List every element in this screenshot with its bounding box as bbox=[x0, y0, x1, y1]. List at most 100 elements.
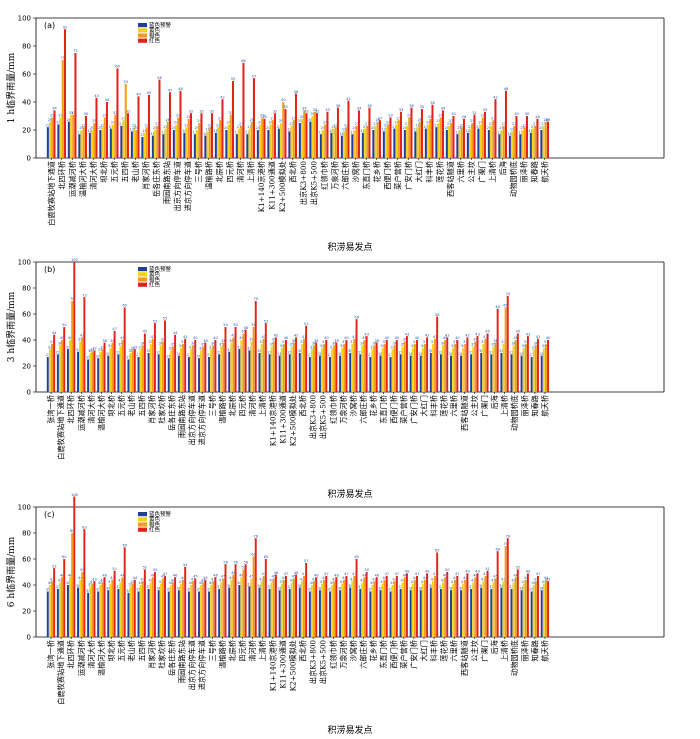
bar-value-label: 43 bbox=[405, 332, 410, 336]
bar-value-label: 35 bbox=[96, 588, 101, 592]
bar bbox=[373, 581, 376, 637]
bar-value-label: 43 bbox=[431, 577, 436, 581]
bar bbox=[311, 116, 314, 158]
bar bbox=[61, 340, 64, 392]
bar-value-label: 42 bbox=[80, 334, 85, 338]
legend-entry: 黄色 bbox=[149, 26, 161, 34]
bar-value-label: 56 bbox=[223, 560, 228, 564]
bar bbox=[153, 323, 156, 392]
bar bbox=[182, 343, 185, 392]
bar-value-label: 36 bbox=[58, 341, 63, 345]
bar-value-label: 43 bbox=[526, 332, 531, 336]
bar bbox=[534, 125, 537, 158]
bar-value-label: 44 bbox=[282, 576, 287, 580]
bar bbox=[294, 93, 297, 158]
bar-value-label: 45 bbox=[485, 330, 490, 334]
bar bbox=[63, 29, 66, 159]
bar bbox=[250, 341, 253, 392]
bar-value-label: 60 bbox=[62, 555, 67, 559]
bar-value-label: 19 bbox=[382, 128, 387, 132]
bar bbox=[230, 342, 233, 392]
bar bbox=[446, 337, 449, 392]
bar bbox=[351, 343, 354, 392]
bar bbox=[410, 107, 413, 158]
bar-value-label: 55 bbox=[231, 77, 236, 81]
bar-value-label: 37 bbox=[50, 340, 55, 344]
bar bbox=[437, 123, 440, 158]
bar-value-label: 31 bbox=[113, 111, 118, 115]
bar bbox=[427, 124, 430, 158]
bar bbox=[309, 121, 312, 158]
x-tick-label: 张湾一桥 bbox=[47, 395, 56, 424]
bar bbox=[482, 343, 485, 392]
bar bbox=[61, 60, 64, 158]
bar bbox=[259, 124, 262, 158]
bar bbox=[371, 585, 374, 637]
bar-value-label: 17 bbox=[319, 130, 324, 134]
x-tick-label: 丽泽桥 bbox=[519, 161, 528, 183]
bar bbox=[379, 590, 382, 637]
bar-value-label: 23 bbox=[373, 122, 378, 126]
bar-value-label: 23 bbox=[289, 122, 294, 126]
bar bbox=[540, 130, 543, 158]
bar bbox=[129, 353, 132, 392]
bar-value-label: 41 bbox=[280, 580, 285, 584]
x-tick-label: K2+500模拟处 bbox=[288, 640, 297, 691]
bar bbox=[113, 330, 116, 392]
bar bbox=[274, 574, 277, 637]
bar bbox=[441, 110, 444, 158]
x-tick-label: 上清桥 bbox=[258, 395, 267, 417]
bar-value-label: 52 bbox=[516, 566, 521, 570]
legend-entry: 蓝色预警 bbox=[149, 510, 172, 518]
x-tick-label: K11+300通道 bbox=[267, 161, 276, 210]
bar bbox=[460, 355, 463, 392]
bar-value-label: 40 bbox=[344, 336, 349, 340]
bar-value-label: 32 bbox=[304, 109, 309, 113]
bar-value-label: 40 bbox=[105, 98, 110, 102]
bar bbox=[484, 575, 487, 637]
bar-value-label: 22 bbox=[184, 123, 189, 127]
x-tick-label: 老山桥 bbox=[127, 395, 136, 417]
bar-value-label: 44 bbox=[413, 576, 418, 580]
bar bbox=[464, 579, 467, 637]
bar bbox=[510, 354, 513, 392]
bar bbox=[151, 577, 154, 637]
bar bbox=[414, 131, 417, 158]
bar-value-label: 31 bbox=[76, 348, 81, 352]
bar bbox=[481, 117, 484, 158]
bar-value-label: 47 bbox=[385, 572, 390, 576]
bar-value-label: 25 bbox=[92, 119, 97, 123]
bar bbox=[252, 327, 255, 392]
bar-value-label: 37 bbox=[358, 585, 363, 589]
x-tick-label: 出京K3+800 bbox=[299, 161, 308, 205]
bar bbox=[526, 573, 529, 637]
bar-value-label: 29 bbox=[358, 351, 363, 355]
bar-value-label: 29 bbox=[287, 351, 292, 355]
bar bbox=[444, 340, 447, 392]
bar bbox=[421, 347, 424, 392]
x-tick-label: 雨园南路东站 bbox=[178, 640, 187, 683]
bar bbox=[187, 118, 190, 158]
bar-value-label: 38 bbox=[374, 339, 379, 343]
bar-value-label: 21 bbox=[331, 125, 336, 129]
bar bbox=[137, 356, 140, 392]
x-tick-label: 航天桥 bbox=[540, 395, 549, 417]
bar-value-label: 39 bbox=[272, 338, 277, 342]
bar bbox=[526, 336, 529, 392]
y-tick-label: 40 bbox=[22, 582, 31, 590]
bar bbox=[411, 583, 414, 637]
x-tick-label: 出京方向停车道 bbox=[188, 395, 197, 445]
x-tick-label: 东直门桥 bbox=[379, 640, 388, 669]
bar bbox=[210, 585, 213, 637]
bar bbox=[174, 334, 177, 392]
x-tick-label: 大红门 bbox=[420, 395, 429, 417]
bar-value-label: 40 bbox=[513, 336, 518, 340]
bar bbox=[166, 121, 169, 158]
bar-value-label: 41 bbox=[451, 580, 456, 584]
bar bbox=[172, 346, 174, 392]
bar-value-label: 45 bbox=[249, 575, 254, 579]
bar-value-label: 26 bbox=[418, 118, 423, 122]
x-axis-label: 积涝易发点 bbox=[327, 488, 372, 500]
bar bbox=[361, 132, 364, 158]
bar-value-label: 36 bbox=[534, 341, 539, 345]
